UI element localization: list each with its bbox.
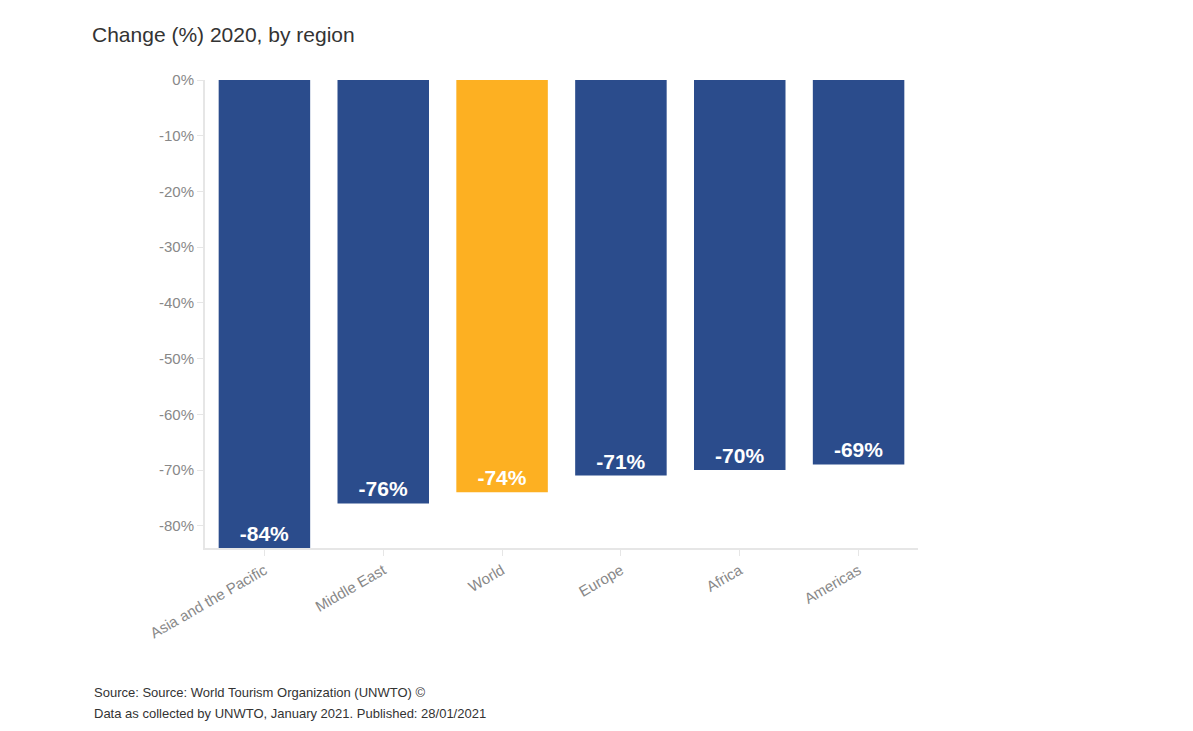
svg-text:Middle East: Middle East (312, 560, 389, 614)
svg-text:Europe: Europe (576, 561, 626, 600)
svg-text:Data as collected by UNWTO, Ja: Data as collected by UNWTO, January 2021… (94, 706, 486, 721)
svg-text:-71%: -71% (596, 450, 645, 473)
svg-text:-40%: -40% (159, 294, 194, 311)
svg-text:-76%: -76% (359, 477, 408, 500)
svg-text:World: World (465, 561, 507, 595)
svg-text:Asia and the Pacific: Asia and the Pacific (147, 561, 270, 642)
svg-text:-84%: -84% (240, 522, 289, 545)
svg-text:-80%: -80% (159, 517, 194, 534)
svg-text:Americas: Americas (801, 561, 864, 607)
svg-text:Change (%) 2020, by region: Change (%) 2020, by region (92, 23, 355, 46)
svg-text:Africa: Africa (703, 561, 745, 595)
svg-text:0%: 0% (172, 71, 194, 88)
svg-text:-69%: -69% (834, 438, 883, 461)
svg-text:-74%: -74% (477, 466, 526, 489)
svg-text:-70%: -70% (159, 461, 194, 478)
svg-text:-70%: -70% (715, 444, 764, 467)
svg-text:-20%: -20% (159, 183, 194, 200)
svg-text:-50%: -50% (159, 350, 194, 367)
svg-text:-10%: -10% (159, 127, 194, 144)
svg-text:Source: Source: World Tourism: Source: Source: World Tourism Organizati… (94, 685, 425, 700)
svg-text:-30%: -30% (159, 238, 194, 255)
svg-text:-60%: -60% (159, 406, 194, 423)
